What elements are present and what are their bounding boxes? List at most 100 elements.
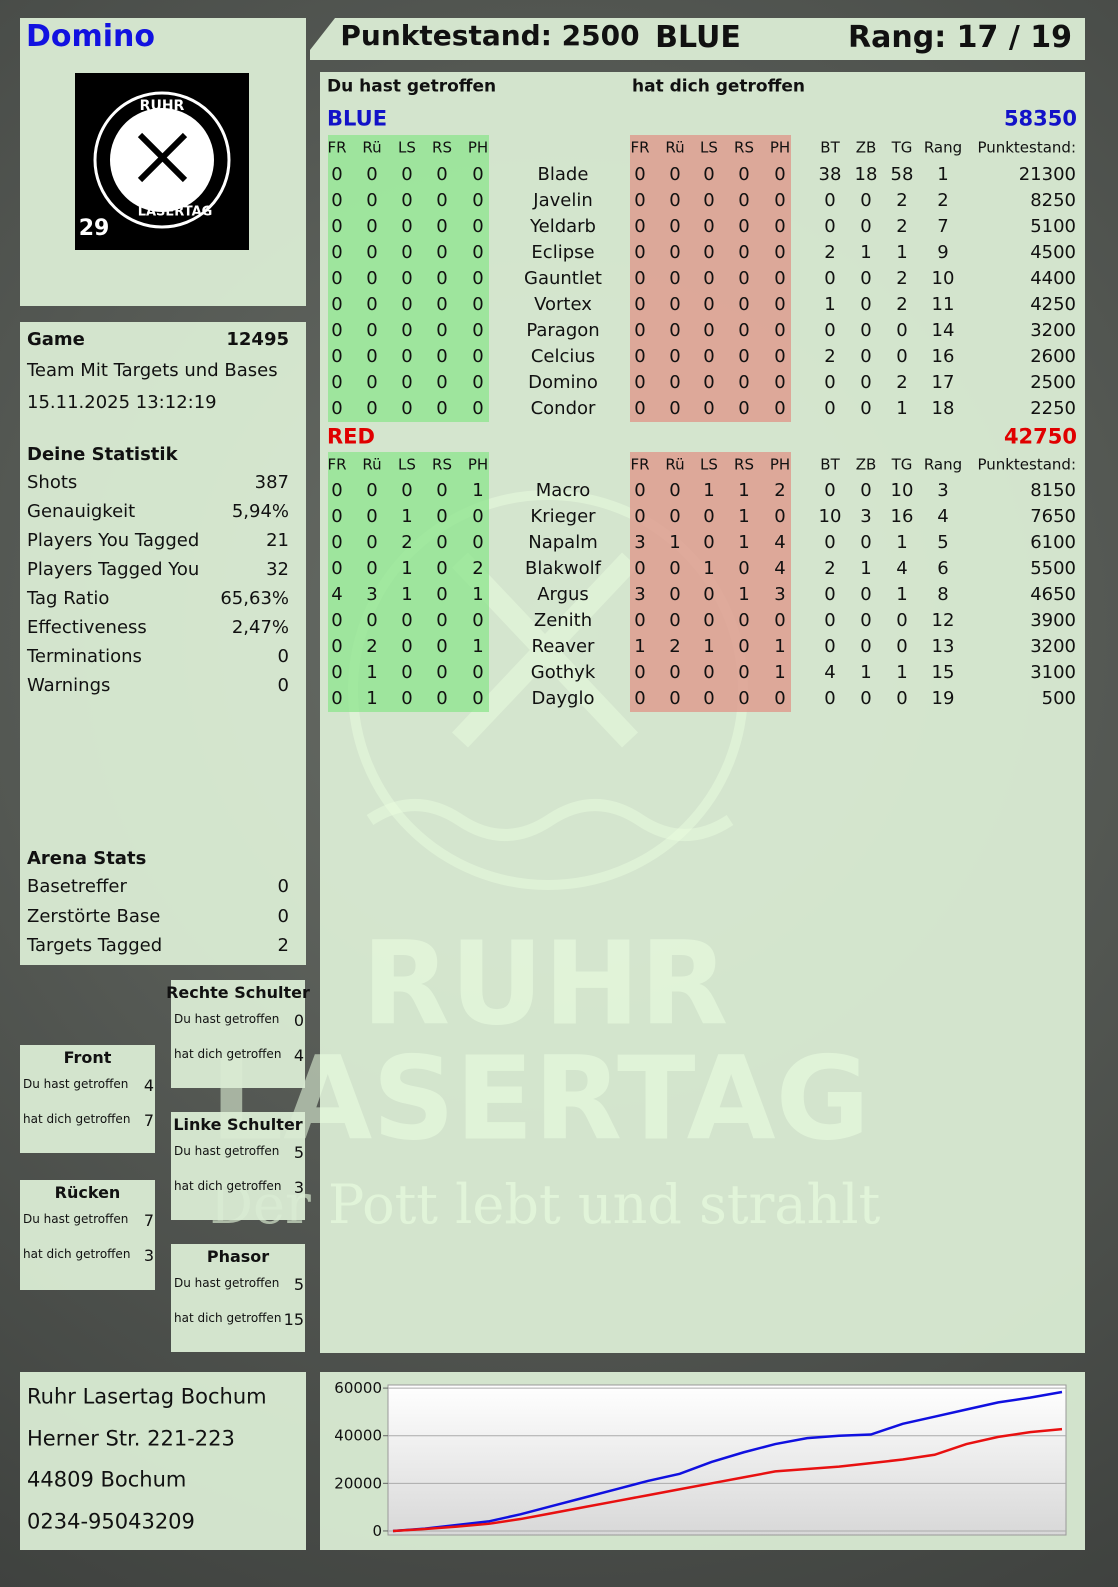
hit-cell: 1: [738, 480, 750, 501]
hit-cell: 0: [366, 558, 378, 579]
hit-cell: 0: [366, 242, 378, 263]
stat-cell: 5500: [1030, 558, 1076, 579]
stat-label: Genauigkeit: [27, 501, 136, 522]
stat-cell: 18: [931, 398, 955, 419]
col-header: LS: [398, 455, 416, 474]
team-name: RED: [327, 424, 375, 449]
hit-cell: 1: [401, 558, 413, 579]
stat-cell: 7: [937, 216, 949, 237]
hit-cell: 0: [634, 190, 646, 211]
watermark-slogan: Der Pott lebt und strahlt: [209, 1173, 881, 1236]
stat-cell: 6100: [1030, 532, 1076, 553]
stat-cell: 13: [931, 636, 955, 657]
hit-cell: 3: [774, 584, 786, 605]
hit-cell: 0: [669, 372, 681, 393]
hit-cell: 0: [669, 320, 681, 341]
zone-value: 5: [293, 1275, 304, 1294]
hit-cell: 0: [738, 242, 750, 263]
logo: [75, 73, 249, 250]
stat-cell: 12: [931, 610, 955, 631]
hit-cell: 0: [774, 346, 786, 367]
hit-cell: 0: [669, 688, 681, 709]
hit-cell: 0: [703, 662, 715, 683]
stat-cell: 0: [860, 636, 872, 657]
hit-cell: 0: [331, 532, 343, 553]
stat-cell: 21300: [1018, 164, 1076, 185]
stat-cell: 8250: [1030, 190, 1076, 211]
hit-cell: 2: [472, 558, 484, 579]
stat-cell: 4650: [1030, 584, 1076, 605]
hit-cell: 0: [472, 164, 484, 185]
hit-cell: 0: [703, 294, 715, 315]
hit-cell: 0: [703, 216, 715, 237]
stat-cell: 2: [824, 558, 836, 579]
col-header: Punktestand:: [977, 138, 1076, 157]
stat-cell: 0: [824, 398, 836, 419]
logo-ring: [93, 91, 231, 229]
hit-cell: 0: [366, 398, 378, 419]
stat-cell: 0: [824, 372, 836, 393]
hit-cell: 0: [436, 346, 448, 367]
hit-cell: 0: [401, 268, 413, 289]
hit-cell: 0: [738, 346, 750, 367]
hit-cell: 0: [774, 372, 786, 393]
watermark-text: RUHR: [361, 917, 729, 1052]
game-date: 15.11.2025 13:12:19: [27, 392, 217, 413]
hit-cell: 0: [401, 242, 413, 263]
hit-cell: 0: [738, 688, 750, 709]
arena-value: 2: [277, 935, 289, 956]
hit-cell: 1: [472, 480, 484, 501]
stat-cell: 5: [937, 532, 949, 553]
col-header: Rang: [923, 138, 963, 157]
hit-cell: 0: [669, 506, 681, 527]
stat-cell: 4250: [1030, 294, 1076, 315]
stat-cell: 9: [937, 242, 949, 263]
series-line: [392, 1390, 1063, 1533]
hit-cell: 0: [472, 294, 484, 315]
hit-cell: 0: [366, 346, 378, 367]
hit-cell: 0: [634, 610, 646, 631]
stat-cell: 0: [860, 346, 872, 367]
stats-title: Deine Statistik: [27, 444, 178, 465]
hit-cell: 0: [472, 216, 484, 237]
logo-text: LASERTAG: [137, 204, 213, 220]
col-header: Rü: [362, 138, 382, 157]
team-score: 42750: [1003, 424, 1077, 449]
col-header: Rü: [665, 138, 685, 157]
hit-cell: 3: [634, 584, 646, 605]
hit-cell: 0: [401, 610, 413, 631]
stat-cell: 5100: [1030, 216, 1076, 237]
hit-cell: 0: [331, 636, 343, 657]
hit-cell: 0: [366, 610, 378, 631]
stat-cell: 2: [937, 190, 949, 211]
hit-cell: 3: [634, 532, 646, 553]
hit-cell: 0: [331, 216, 343, 237]
hit-cell: 0: [703, 688, 715, 709]
stat-cell: 2: [824, 346, 836, 367]
stat-cell: 2: [896, 216, 908, 237]
hit-cell: 0: [436, 688, 448, 709]
stat-cell: 8150: [1030, 480, 1076, 501]
hit-cell: 0: [436, 480, 448, 501]
zone-value: 7: [143, 1211, 154, 1230]
hit-cell: 1: [738, 584, 750, 605]
hit-cell: 0: [703, 398, 715, 419]
address-line: 44809 Bochum: [27, 1467, 187, 1492]
stat-cell: 3: [937, 480, 949, 501]
stat-cell: 0: [860, 190, 872, 211]
hit-cell: 0: [472, 242, 484, 263]
hit-cell: 0: [738, 294, 750, 315]
hit-cell: 0: [634, 480, 646, 501]
zone-title: Rücken: [54, 1183, 121, 1202]
stat-cell: 0: [896, 636, 908, 657]
player-cell: Gauntlet: [524, 268, 602, 289]
stat-cell: 0: [896, 688, 908, 709]
game-id: 12495: [226, 329, 289, 350]
stat-cell: 3900: [1030, 610, 1076, 631]
stat-cell: 6: [937, 558, 949, 579]
player-score: Punktestand: 2500: [340, 19, 640, 52]
stat-cell: 1: [860, 242, 872, 263]
stat-cell: 16: [890, 506, 914, 527]
col-header: PH: [769, 138, 791, 157]
stat-cell: 2: [896, 294, 908, 315]
